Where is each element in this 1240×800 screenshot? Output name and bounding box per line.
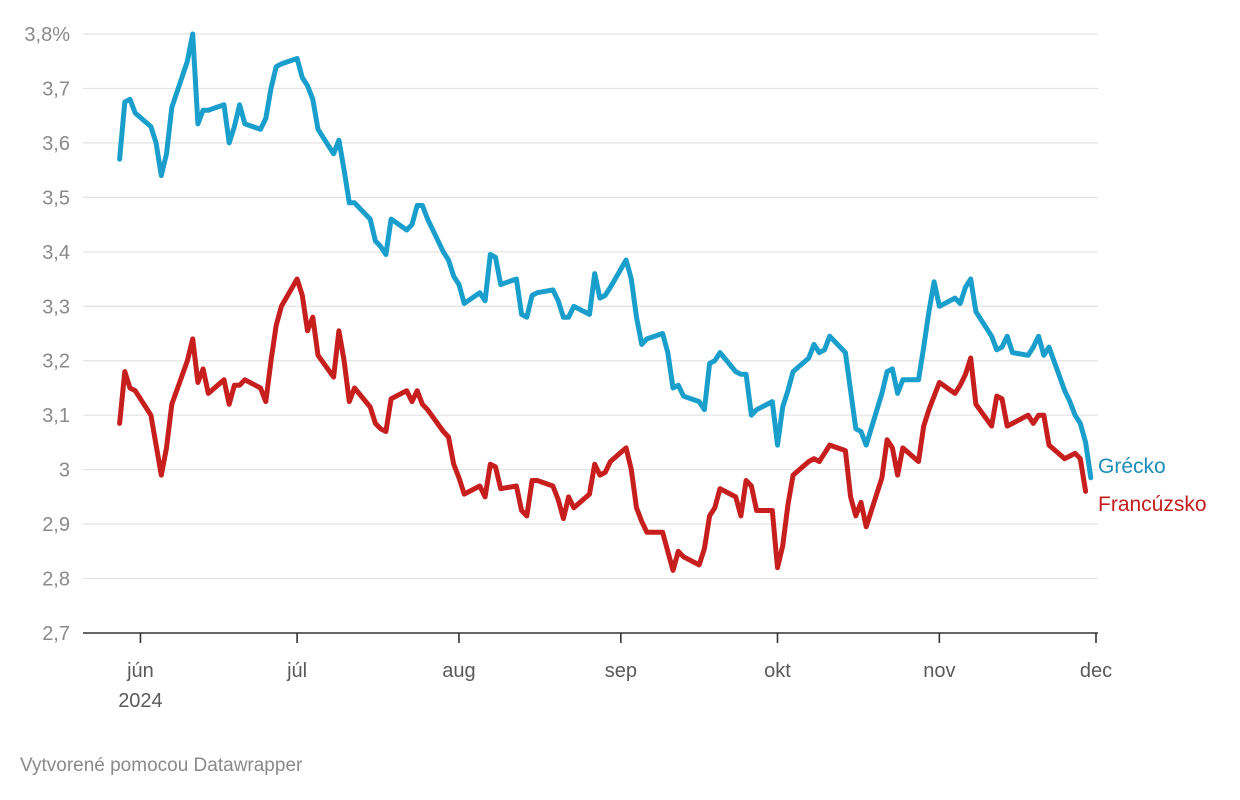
y-tick-label: 2,7 (42, 623, 70, 645)
y-axis-ticks: 3,8% 3,7 3,6 3,5 3,4 3,3 3,2 3,1 3 2,9 2,8 2,7 (24, 24, 70, 645)
chart-credit: Vytvorené pomocou Datawrapper (20, 755, 303, 776)
series-lines (117, 31, 1094, 573)
series-label-grecko: Grécko (1098, 455, 1166, 478)
x-tick-label: júl (286, 660, 307, 682)
x-tick-label: jún (126, 660, 154, 682)
y-tick-label: 3,5 (42, 187, 70, 209)
series-label-francuzsko: Francúzsko (1098, 493, 1207, 516)
x-axis: jún 2024 júl aug sep okt nov dec (83, 632, 1112, 712)
series-line-grecko (117, 31, 1094, 481)
y-tick-label: 3,6 (42, 133, 70, 155)
x-tick-year-label: 2024 (118, 690, 163, 712)
y-tick-label: 2,9 (42, 514, 70, 536)
y-tick-label: 2,8 (42, 569, 70, 591)
y-tick-label: 3 (59, 460, 70, 482)
series-labels: Grécko Francúzsko (1098, 455, 1207, 516)
x-tick-label: sep (605, 660, 637, 682)
y-tick-label: 3,3 (42, 296, 70, 318)
y-tick-label: 3,7 (42, 78, 70, 100)
x-tick-label: aug (442, 660, 475, 682)
y-tick-label: 3,1 (42, 405, 70, 427)
y-tick-label: 3,8% (24, 24, 70, 46)
x-tick-label: nov (923, 660, 955, 682)
y-tick-label: 3,4 (42, 242, 70, 264)
y-tick-label: 3,2 (42, 351, 70, 373)
x-tick-label: dec (1080, 660, 1112, 682)
series-line-francuzsko (117, 276, 1089, 573)
x-tick-label: okt (764, 660, 791, 682)
